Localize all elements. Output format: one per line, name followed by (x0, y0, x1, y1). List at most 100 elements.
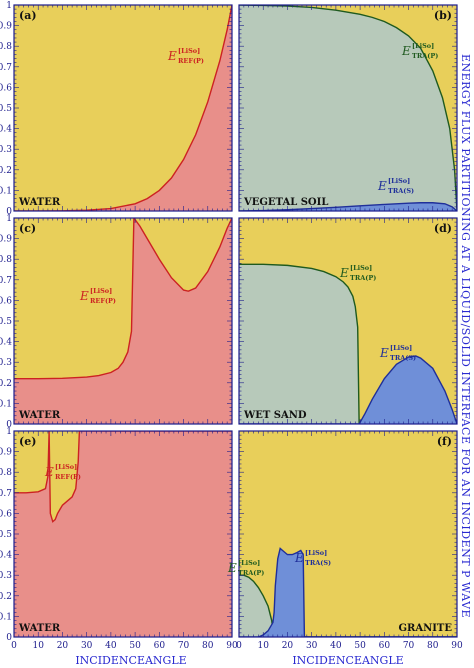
x-tick-label: 30 (306, 641, 318, 651)
x-tick-label: 70 (403, 641, 415, 651)
series-area-1 (14, 431, 232, 637)
y-tick-label: 0.5 (0, 317, 12, 327)
svg-text:[LiSo]: [LiSo] (90, 287, 112, 295)
svg-text:REF(P): REF(P) (178, 57, 204, 65)
series-area-2 (239, 548, 457, 637)
svg-text:[LiSo]: [LiSo] (390, 344, 412, 352)
curve-label: E [LiSo] TRA(P) (227, 559, 264, 577)
series-area-2 (239, 356, 457, 424)
curve-label: E [LiSo] REF(P) (79, 287, 116, 305)
y-tick-label: 0.2 (0, 592, 12, 602)
y-tick-label: 1 (6, 427, 12, 437)
y-tick-label: 0.9 (0, 235, 12, 245)
curve-label: E [LiSo] TRA(S) (379, 344, 416, 362)
x-tick-label: 70 (178, 641, 190, 651)
y-tick-label: 1 (6, 1, 12, 11)
x-tick-label: 20 (282, 641, 294, 651)
series-line-2 (239, 547, 457, 637)
svg-text:E: E (294, 551, 304, 565)
svg-text:TRA(P): TRA(P) (350, 274, 376, 282)
y-tick-label: 0.2 (0, 166, 12, 176)
curve-label: E [LiSo] TRA(S) (377, 177, 414, 195)
svg-text:TRA(S): TRA(S) (390, 354, 416, 362)
curve-label: E [LiSo] TRA(P) (401, 42, 438, 60)
x-tick-label: 80 (202, 641, 214, 651)
y-tick-label: 0.8 (0, 42, 12, 52)
x-tick-label: 60 (379, 641, 391, 651)
y-tick-label: 0 (6, 207, 12, 217)
x-tick-label: 40 (330, 641, 342, 651)
y-tick-label: 0.4 (0, 551, 12, 561)
svg-text:E: E (44, 465, 54, 479)
y-tick-label: 0.3 (0, 145, 12, 155)
series-area-1 (239, 264, 457, 424)
svg-text:[LiSo]: [LiSo] (412, 42, 434, 50)
x-tick-label: 10 (32, 641, 44, 651)
series-line-1 (239, 263, 457, 424)
material-label: GRANITE (399, 623, 453, 634)
x-tick-label: 80 (427, 641, 439, 651)
panel-label: (c) (19, 222, 36, 235)
svg-text:E: E (377, 179, 387, 193)
svg-text:[LiSo]: [LiSo] (178, 47, 200, 55)
panel-label: (b) (434, 9, 452, 22)
series-line-1 (239, 5, 457, 211)
y-tick-label: 0.7 (0, 276, 12, 286)
svg-text:TRA(S): TRA(S) (388, 187, 414, 195)
svg-text:[LiSo]: [LiSo] (55, 463, 77, 471)
x-tick-label: 0 (11, 641, 17, 651)
y-tick-label: 0.1 (0, 186, 12, 196)
x-tick-label: 90 (451, 641, 463, 651)
y-tick-label: 0.3 (0, 358, 12, 368)
y-tick-label: 0.8 (0, 468, 12, 478)
svg-text:E: E (227, 561, 237, 575)
curve-label: E [LiSo] REF(P) (167, 47, 204, 65)
svg-text:[LiSo]: [LiSo] (238, 559, 260, 567)
y-tick-label: 1 (6, 214, 12, 224)
y-tick-label: 0.4 (0, 125, 12, 135)
y-tick-label: 0.3 (0, 571, 12, 581)
x-tick-label: 0 (236, 641, 242, 651)
svg-text:REF(P): REF(P) (90, 297, 116, 305)
curve-label: E [LiSo] REF(P) (44, 463, 81, 481)
svg-text:E: E (167, 49, 177, 63)
x-tick-label: 60 (154, 641, 166, 651)
y-tick-label: 0.5 (0, 104, 12, 114)
y-tick-label: 0.7 (0, 489, 12, 499)
x-tick-label: 20 (57, 641, 69, 651)
panel-label: (e) (19, 435, 36, 448)
material-label: WATER (18, 410, 61, 421)
svg-text:E: E (339, 266, 349, 280)
y-tick-label: 0.9 (0, 448, 12, 458)
svg-text:E: E (379, 346, 389, 360)
series-line-2 (239, 355, 457, 424)
series-line-1 (14, 431, 232, 523)
chart-panel-1: 0 0.1 0.2 0.3 0.4 0.5 0.6 0.7 0.8 0.9 1 (a) WATER E [L… (0, 1, 233, 217)
x-tick-label: 50 (129, 641, 141, 651)
y-tick-label: 0.9 (0, 22, 12, 32)
series-area-1 (239, 5, 457, 211)
material-label: WET SAND (243, 410, 307, 421)
panel-label: (f) (437, 435, 452, 448)
chart-panel-5: 00.10.20.30.40.50.60.70.80.910 10 20 30 40 50… (0, 427, 238, 651)
x-tick-label: 40 (105, 641, 117, 651)
y-tick-label: 0.4 (0, 338, 12, 348)
x-tick-label: 30 (81, 641, 93, 651)
svg-text:TRA(P): TRA(P) (412, 52, 438, 60)
y-tick-label: 0.1 (0, 612, 12, 622)
svg-text:[LiSo]: [LiSo] (305, 549, 327, 557)
svg-text:E: E (401, 44, 411, 58)
svg-text:[LiSo]: [LiSo] (350, 264, 372, 272)
x-axis-title-left: INCIDENCEANGLE (75, 654, 186, 667)
x-tick-label: 90 (226, 641, 238, 651)
svg-text:TRA(S): TRA(S) (305, 559, 331, 567)
x-tick-label: 50 (354, 641, 366, 651)
curve-label: E [LiSo] TRA(P) (339, 264, 376, 282)
svg-text:[LiSo]: [LiSo] (388, 177, 410, 185)
series-line-1 (14, 218, 232, 380)
material-label: WATER (18, 197, 61, 208)
